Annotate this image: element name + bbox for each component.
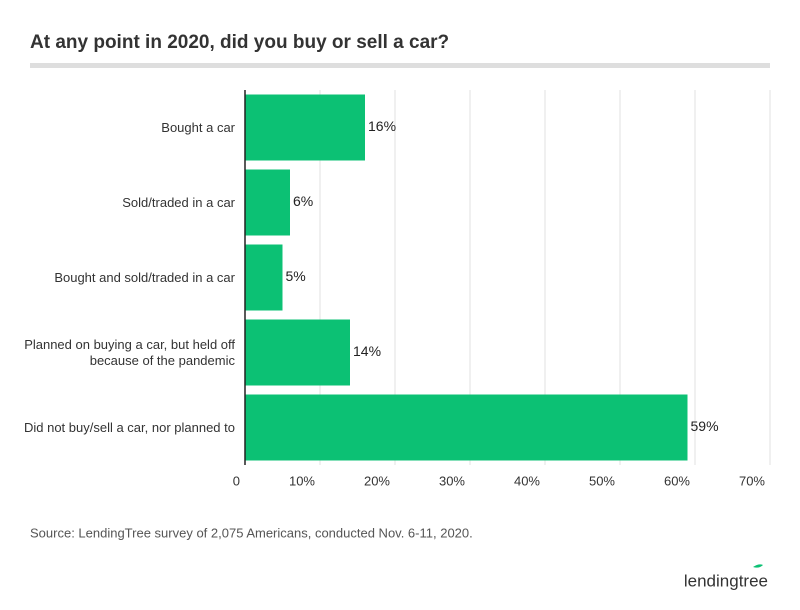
x-tick-label: 70%: [739, 473, 765, 488]
chart-title: At any point in 2020, did you buy or sel…: [30, 32, 449, 53]
logo: lendingtree: [684, 571, 768, 590]
y-tick-label: Planned on buying a car, but held off be…: [24, 336, 235, 368]
bar: [245, 319, 350, 386]
value-label: 14%: [353, 343, 381, 359]
title-rule: [30, 63, 770, 68]
x-tick-label: 50%: [589, 473, 615, 488]
logo-leaf: [753, 564, 763, 568]
value-label: 5%: [286, 268, 306, 284]
x-tick-label: 20%: [364, 473, 390, 488]
y-tick-label: Sold/traded in a car: [122, 194, 235, 210]
y-tick-label: Did not buy/sell a car, nor planned to: [23, 419, 235, 435]
y-tick-label: Bought a car: [161, 119, 235, 135]
bar: [245, 244, 283, 311]
y-tick-label: Bought and sold/traded in a car: [54, 269, 235, 285]
x-tick-label: 0: [233, 473, 240, 488]
x-tick-label: 40%: [514, 473, 540, 488]
bar: [245, 169, 290, 236]
value-label: 59%: [691, 418, 719, 434]
x-tick-label: 30%: [439, 473, 465, 488]
bar: [245, 94, 365, 161]
value-label: 6%: [293, 193, 313, 209]
bar: [245, 394, 688, 461]
x-tick-label: 10%: [289, 473, 315, 488]
source: Source: LendingTree survey of 2,075 Amer…: [30, 525, 473, 540]
value-label: 16%: [368, 118, 396, 134]
x-tick-label: 60%: [664, 473, 690, 488]
